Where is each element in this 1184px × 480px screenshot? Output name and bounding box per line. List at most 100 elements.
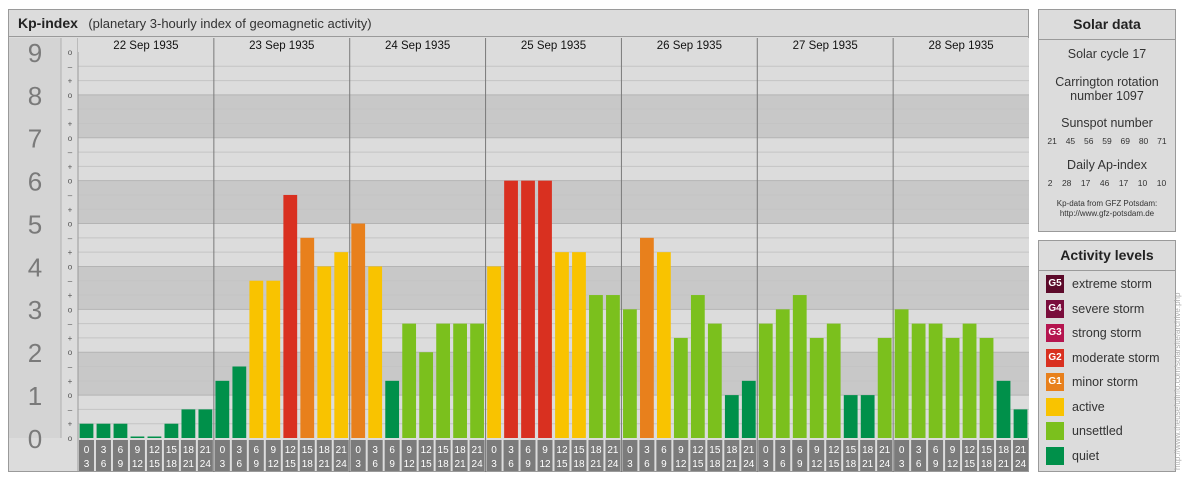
legend-swatch: G3	[1046, 324, 1064, 342]
hour-end-label: 6	[237, 459, 243, 470]
kp-bar	[79, 423, 94, 438]
hour-start-label: 12	[556, 445, 568, 456]
hour-start-label: 18	[862, 445, 874, 456]
y-minor-tick: o	[68, 434, 73, 443]
hour-box	[231, 440, 247, 471]
hour-end-label: 9	[797, 459, 803, 470]
y-minor-tick: o	[68, 91, 73, 100]
kp-band	[78, 266, 1029, 310]
kp-band	[78, 52, 1029, 95]
hour-end-label: 6	[780, 459, 786, 470]
y-minor-tick: –	[68, 62, 73, 71]
day-label: 24 Sep 1935	[385, 40, 450, 52]
hour-end-label: 24	[743, 459, 755, 470]
hour-box	[1013, 440, 1028, 471]
hour-box	[79, 440, 94, 471]
hour-box	[401, 440, 417, 471]
kp-bar	[283, 194, 298, 438]
chart-title: Kp-index	[18, 15, 78, 31]
hour-start-label: 6	[661, 445, 667, 456]
carrington-rotation-line2: number 1097	[1070, 89, 1144, 103]
kp-bar	[894, 309, 909, 438]
hour-end-label: 21	[726, 459, 738, 470]
kp-bar	[877, 337, 892, 438]
hour-end-label: 21	[590, 459, 602, 470]
hour-end-label: 24	[472, 459, 484, 470]
data-credit-line1: Kp-data from GFZ Potsdam:	[1056, 199, 1158, 208]
kp-bar	[690, 295, 705, 438]
y-minor-background	[61, 38, 78, 438]
kp-bar	[555, 252, 569, 438]
hour-end-label: 18	[302, 459, 314, 470]
hour-box	[911, 440, 927, 471]
kp-bar	[623, 309, 637, 438]
hour-end-label: 9	[933, 459, 939, 470]
legend-label: strong storm	[1072, 326, 1142, 340]
carrington-rotation-line1: Carrington rotation	[1055, 75, 1159, 89]
hour-box	[979, 440, 995, 471]
kp-bar	[232, 366, 247, 438]
kp-bar	[130, 436, 145, 438]
kp-bar	[962, 323, 977, 438]
kp-band	[78, 180, 1029, 224]
legend-label: unsettled	[1072, 424, 1123, 438]
hour-start-label: 9	[542, 445, 548, 456]
sunspot-label: Sunspot number	[1061, 116, 1153, 130]
hour-start-label: 12	[421, 445, 433, 456]
hour-end-label: 3	[491, 459, 497, 470]
legend-swatch: G4	[1046, 299, 1064, 318]
hour-end-label: 9	[525, 459, 531, 470]
hour-end-label: 12	[404, 459, 416, 470]
ap-index-values: 2 28 17 46 17 10 10	[1039, 178, 1175, 188]
hour-end-label: 15	[149, 459, 161, 470]
legend-item: quiet	[1046, 446, 1099, 465]
kp-bar	[673, 337, 688, 438]
kp-bar	[996, 380, 1011, 438]
hour-start-label: 6	[797, 445, 803, 456]
y-minor-tick: +	[68, 119, 73, 128]
y-tick-label: 4	[28, 252, 42, 282]
hour-end-label: 3	[220, 459, 226, 470]
hour-start-label: 21	[1015, 445, 1027, 456]
legend-item: active	[1046, 397, 1105, 416]
ap-value: 17	[1118, 178, 1129, 188]
activity-levels-title: Activity levels	[1039, 241, 1175, 271]
data-credit-link[interactable]: http://www.gfz-potsdam.de	[1059, 209, 1155, 218]
ap-value: 17	[1080, 178, 1091, 188]
sunspot-value: 21	[1047, 136, 1057, 146]
hour-end-label: 18	[166, 459, 178, 470]
kp-bar	[470, 323, 484, 438]
watermark: http://www.theusefulinfo.com/solarsite/a…	[1173, 292, 1182, 470]
hour-start-label: 0	[763, 445, 769, 456]
hour-box	[996, 440, 1012, 471]
legend-item: unsettled	[1046, 422, 1123, 440]
hour-box	[214, 440, 230, 471]
solar-data-panel: Solar data Solar cycle 17 Carrington rot…	[1038, 9, 1176, 232]
kp-bar	[453, 323, 467, 438]
y-minor-tick: –	[68, 405, 73, 414]
hour-box	[588, 440, 604, 471]
y-minor-tick: –	[68, 363, 73, 372]
y-minor-tick: o	[68, 348, 73, 357]
y-tick-label: 2	[28, 338, 42, 368]
y-minor-tick: o	[68, 262, 73, 271]
hour-start-label: 12	[692, 445, 704, 456]
hour-end-label: 12	[132, 459, 144, 470]
y-tick-label: 3	[28, 295, 42, 325]
kp-bar	[249, 280, 264, 438]
kp-bar	[589, 295, 603, 438]
y-minor-tick: –	[68, 148, 73, 157]
hour-start-label: 18	[183, 445, 195, 456]
kp-bar	[928, 323, 943, 438]
hour-start-label: 3	[372, 445, 378, 456]
y-minor-tick: o	[68, 391, 73, 400]
hour-box	[809, 440, 825, 471]
hour-box	[112, 440, 128, 471]
hour-end-label: 3	[627, 459, 633, 470]
hour-box	[486, 440, 502, 471]
kp-bar	[487, 266, 501, 438]
hour-box	[520, 440, 536, 471]
hour-box	[605, 440, 621, 471]
hour-box	[758, 440, 774, 471]
legend-swatch	[1046, 446, 1064, 465]
